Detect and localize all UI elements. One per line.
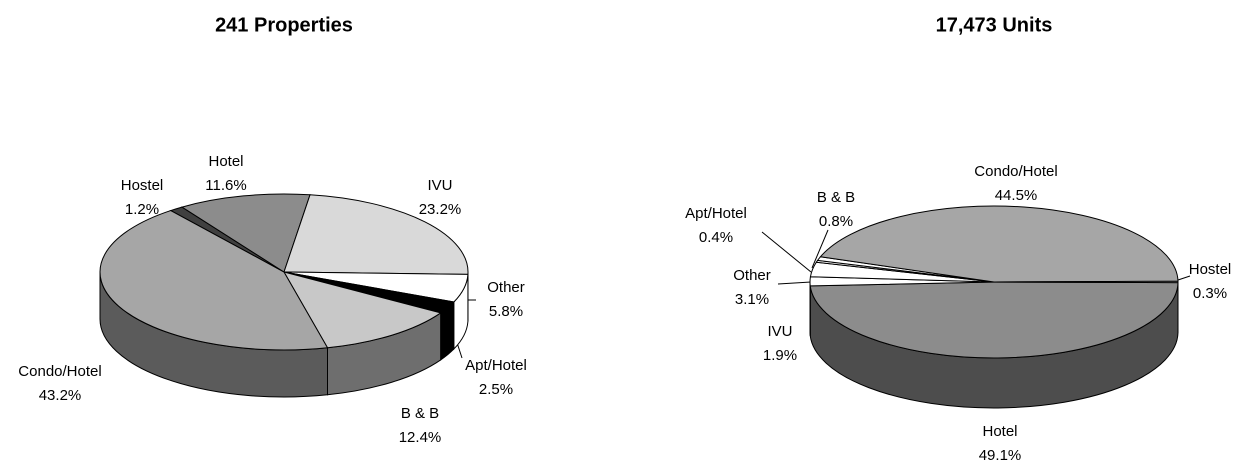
slice-value-label: 1.9% (763, 347, 797, 364)
leader-line (1177, 275, 1191, 281)
slice-value-label: 11.6% (205, 177, 246, 194)
slice-label: Hotel (208, 153, 243, 170)
slice-label: Other (733, 267, 771, 284)
pie-slice (809, 281, 1179, 359)
pie-slice (283, 194, 469, 275)
pie-sides (99, 271, 469, 398)
slice-value-label: 2.5% (479, 381, 513, 398)
slice-label: IVU (767, 323, 792, 340)
slice-value-label: 44.5% (995, 187, 1038, 204)
pie (809, 205, 1179, 409)
slice-label: Hotel (982, 423, 1017, 440)
pie-slice (99, 209, 329, 351)
pie-tops (809, 205, 1179, 359)
pie-slice (993, 280, 1179, 284)
chart-title: 241 Properties (215, 14, 353, 36)
slice-value-label: 5.8% (489, 303, 523, 320)
slice-label: Apt/Hotel (685, 205, 747, 222)
slice-value-label: 12.4% (399, 429, 442, 446)
slice-label: Condo/Hotel (974, 163, 1057, 180)
slice-value-label: 3.1% (735, 291, 769, 308)
slice-label: Other (487, 279, 525, 296)
slice-label: Condo/Hotel (18, 363, 101, 380)
slice-value-label: 49.1% (979, 447, 1022, 464)
leader-lines (446, 229, 1191, 359)
leader-line (811, 229, 829, 269)
slice-value-label: 0.3% (1193, 285, 1227, 302)
slice-label: B & B (817, 189, 855, 206)
slice-label: Apt/Hotel (465, 357, 527, 374)
slice-label: IVU (427, 177, 452, 194)
pie (99, 193, 469, 398)
slice-value-label: 0.4% (699, 229, 733, 246)
slice-value-label: 1.2% (125, 201, 159, 218)
slice-value-label: 43.2% (39, 387, 82, 404)
slice-label: B & B (401, 405, 439, 422)
pie-tops (99, 193, 469, 351)
leader-line (777, 281, 812, 285)
slice-value-label: 0.8% (819, 213, 853, 230)
leader-line (761, 231, 812, 273)
pie-slice (819, 205, 1179, 283)
slice-value-label: 23.2% (419, 201, 462, 218)
chart-title: 17,473 Units (936, 14, 1053, 36)
pie-slice (180, 193, 311, 273)
pie-slice (282, 271, 442, 349)
slice-label: Hostel (1189, 261, 1232, 278)
slice-label: Hostel (121, 177, 164, 194)
